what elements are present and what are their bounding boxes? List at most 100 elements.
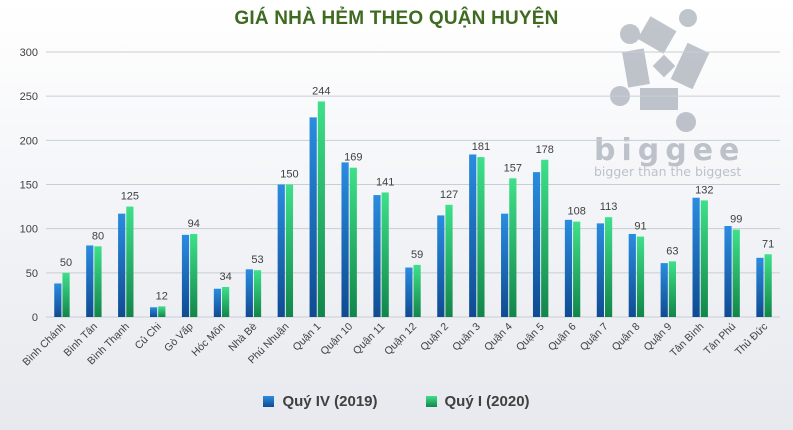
bar-series-2 — [222, 286, 230, 317]
legend-swatch-series-2 — [425, 396, 437, 407]
bar-series-2 — [413, 264, 421, 317]
x-tick-label: Quận 8 — [610, 321, 643, 354]
data-label: 127 — [440, 189, 458, 201]
bar-series-2 — [573, 221, 581, 317]
y-tick-label: 150 — [20, 180, 38, 192]
legend-item-series-2: Quý I (2020) — [425, 393, 530, 410]
biggee-logo-watermark: biggee bigger than the biggest — [590, 8, 780, 183]
data-label: 181 — [472, 141, 490, 153]
bar-series-2 — [158, 306, 166, 317]
bar-series-1 — [309, 117, 317, 317]
x-tick-label: Củ Chi — [133, 321, 164, 352]
x-tick-label: Thủ Đức — [733, 321, 770, 358]
bar-series-2 — [285, 184, 294, 317]
bar-series-1 — [245, 269, 253, 317]
bar-series-2 — [700, 200, 708, 317]
bar-series-2 — [509, 178, 517, 317]
x-tick-label: Quận 11 — [351, 321, 388, 358]
y-tick-label: 300 — [20, 47, 38, 59]
data-label: 157 — [504, 162, 522, 174]
y-tick-label: 250 — [20, 91, 38, 103]
bar-series — [54, 101, 772, 317]
data-label: 53 — [251, 254, 263, 266]
watermark-brand: biggee — [594, 133, 745, 168]
bar-series-2 — [381, 192, 389, 317]
chart-title: GIÁ NHÀ HẺM THEO QUẬN HUYỆN — [234, 8, 559, 29]
bar-series-2 — [477, 157, 485, 317]
bar-series-1 — [692, 197, 700, 317]
bar-series-2 — [317, 101, 325, 317]
legend: Quý IV (2019) Quý I (2020) — [0, 393, 793, 410]
bar-series-1 — [86, 245, 94, 317]
y-tick-label: 50 — [26, 268, 38, 280]
bar-series-1 — [277, 184, 285, 317]
data-label: 244 — [312, 85, 330, 97]
y-axis: 0 50 100 150 200 250 300 — [20, 47, 38, 324]
data-label: 34 — [219, 271, 231, 283]
bar-series-2 — [349, 167, 357, 317]
bar-series-1 — [118, 213, 126, 317]
legend-swatch-series-1 — [263, 396, 275, 407]
bar-series-2 — [445, 204, 453, 317]
bar-series-1 — [54, 283, 62, 317]
bar-series-2 — [764, 254, 772, 317]
bar-series-2 — [732, 229, 740, 317]
data-label: 50 — [60, 257, 72, 269]
data-label: 80 — [92, 230, 104, 242]
bar-series-1 — [724, 226, 732, 317]
x-tick-label: Quận 10 — [318, 321, 355, 358]
data-label: 113 — [600, 201, 618, 213]
bar-series-2 — [541, 159, 549, 317]
x-tick-label: Quận 6 — [546, 321, 579, 354]
x-tick-label: Tân Bình — [668, 321, 707, 360]
bar-series-1 — [373, 195, 381, 317]
y-tick-label: 200 — [20, 135, 38, 147]
bar-series-2 — [126, 206, 134, 317]
bar-series-2 — [94, 246, 102, 317]
bar-series-1 — [596, 223, 604, 317]
bar-series-2 — [604, 217, 613, 317]
bar-series-1 — [437, 215, 445, 317]
gridlines — [46, 51, 780, 318]
data-labels: 50 80 125 12 94 34 53 150 244 169 141 59 127 181 157 17… — [60, 85, 774, 302]
bar-series-2 — [668, 261, 677, 317]
data-label: 71 — [762, 238, 774, 250]
bar-series-1 — [469, 154, 477, 317]
bar-series-2 — [253, 270, 262, 317]
bar-series-1 — [660, 263, 668, 317]
x-tick-label: Quận 12 — [382, 321, 419, 358]
bar-series-2 — [636, 236, 645, 317]
data-label: 178 — [536, 144, 554, 156]
data-label: 59 — [411, 249, 423, 261]
data-label: 108 — [567, 206, 585, 218]
data-label: 141 — [376, 176, 394, 188]
y-tick-label: 0 — [32, 312, 38, 324]
bar-series-1 — [341, 162, 349, 317]
data-label: 125 — [121, 191, 139, 203]
legend-item-series-1: Quý IV (2019) — [263, 393, 378, 410]
bar-series-1 — [149, 307, 158, 317]
bar-series-1 — [628, 233, 636, 317]
x-tick-label: Quận 4 — [482, 321, 515, 354]
bar-series-1 — [756, 257, 764, 317]
bar-series-2 — [62, 272, 70, 317]
bar-series-1 — [405, 267, 413, 317]
x-tick-label: Quận 2 — [418, 321, 451, 354]
data-label: 132 — [695, 184, 713, 196]
data-label: 12 — [156, 290, 168, 302]
bar-series-1 — [501, 213, 509, 317]
bar-series-2 — [190, 233, 198, 317]
bar-series-1 — [564, 219, 573, 317]
x-tick-label: Bình Chánh — [20, 321, 68, 369]
bar-series-1 — [181, 234, 190, 317]
bar-series-1 — [532, 172, 541, 317]
x-tick-label: Quận 7 — [578, 321, 611, 354]
x-tick-label: Quận 3 — [450, 321, 483, 354]
watermark-tagline: bigger than the biggest — [594, 164, 741, 179]
data-label: 63 — [666, 245, 678, 257]
data-label: 169 — [344, 152, 362, 164]
legend-label-series-1: Quý IV (2019) — [282, 393, 378, 410]
